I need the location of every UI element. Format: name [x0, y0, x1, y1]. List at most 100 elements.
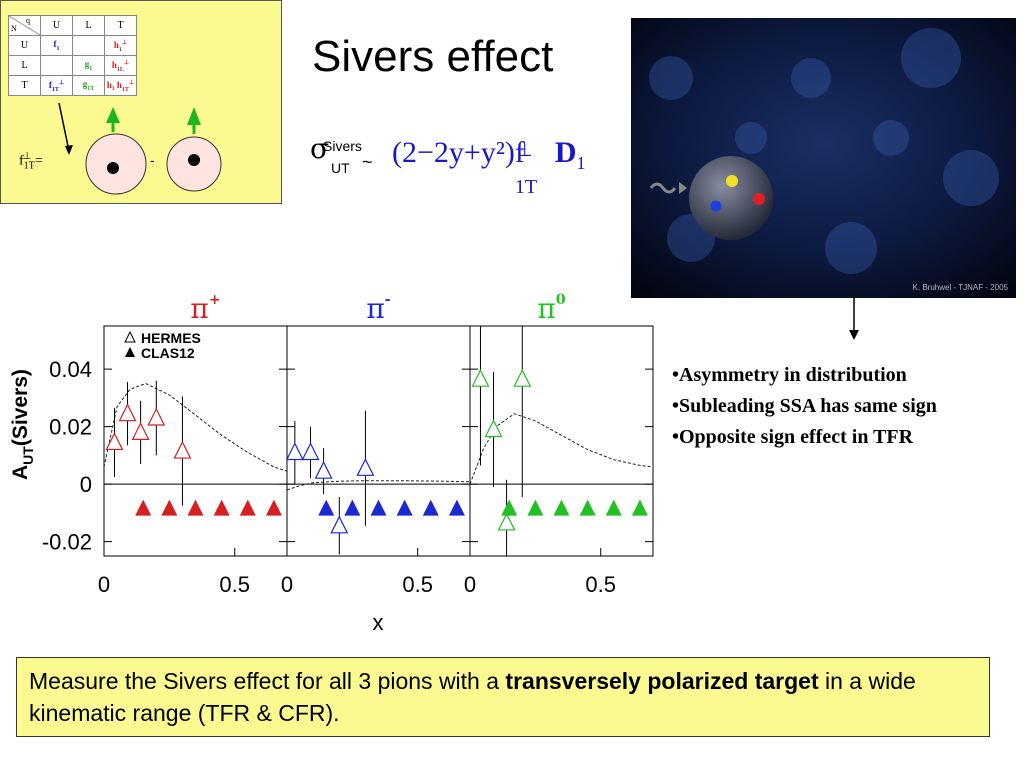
cell-text: g: [82, 79, 88, 90]
bullet-item: •Opposite sign effect in TFR: [672, 426, 914, 448]
note-text: Measure the Sivers effect for all 3 pion…: [29, 668, 506, 694]
cell-text: h: [111, 59, 117, 70]
cell-text: g: [84, 59, 90, 70]
d-symbol: D: [554, 136, 577, 169]
quark-dot-right: [188, 154, 200, 166]
quark-yellow: [726, 175, 738, 187]
legend-open-triangle: [124, 330, 136, 343]
hermes-point: [497, 512, 516, 531]
panel-frame: [103, 325, 288, 557]
clas12-point: [553, 499, 570, 516]
clas12-point: [605, 499, 622, 516]
hermes-point: [147, 407, 166, 426]
sivers-formula: σ: [310, 132, 329, 165]
spin-arrowhead-right: [187, 107, 201, 125]
d-subscript: 1: [576, 153, 586, 173]
formula-subscript: UT: [331, 160, 350, 176]
hermes-point: [105, 432, 124, 451]
cell-sub: 1L: [116, 66, 124, 73]
panel-title: π-: [366, 292, 390, 325]
tilde-symbol: ~: [362, 152, 373, 172]
photo-credit: K. Bruhwel - TJNAF - 2005: [912, 283, 1008, 292]
x-tick-label: 0.5: [402, 572, 433, 597]
chart-panel: 0 0.5 π0: [464, 292, 654, 597]
f-superscript: ⊥: [516, 140, 533, 160]
panel-title: π0: [537, 292, 565, 325]
hermes-point: [356, 457, 375, 476]
f1t-sub: 1T: [23, 160, 35, 172]
hermes-point: [484, 419, 503, 438]
clas12-point: [213, 499, 230, 516]
clas12-point: [265, 499, 282, 516]
clas12-point: [187, 499, 204, 516]
col-header-t: T: [104, 15, 137, 36]
clas12-point: [344, 499, 361, 516]
y-tick-label: 0: [80, 472, 92, 497]
f-subscript: 1T: [514, 176, 538, 198]
hermes-point: [330, 515, 349, 534]
hermes-point: [471, 368, 490, 387]
clas12-point: [135, 499, 152, 516]
clas12-point: [501, 499, 518, 516]
x-tick-label: 0.5: [585, 572, 616, 597]
pointer-arrowhead: [65, 145, 73, 155]
nucleon-illustration: K. Bruhwel - TJNAF - 2005: [631, 18, 1016, 298]
model-curve: [469, 413, 654, 485]
clas12-point: [422, 499, 439, 516]
hermes-point: [118, 403, 137, 422]
hermes-point: [314, 460, 333, 479]
cell-sup: ⊥: [128, 79, 135, 86]
corner-diagonal: [9, 16, 40, 35]
summary-note: Measure the Sivers effect for all 3 pion…: [16, 657, 990, 737]
cell-sub: 1: [89, 65, 93, 72]
arrow-head: [849, 330, 859, 340]
f1t-sup: ⊥: [22, 151, 32, 162]
cell-sub: 1: [118, 46, 122, 53]
formula-superscript: Sivers: [323, 138, 362, 154]
x-tick-label: 0: [98, 572, 110, 597]
tmd-table: N q U L T U f1 h1⊥ L g1 h1L⊥ T f1T⊥ g1T …: [8, 15, 137, 96]
clas12-point: [396, 499, 413, 516]
hermes-point: [285, 442, 304, 461]
legend-label: HERMES: [141, 330, 201, 346]
y-tick-label: 0.02: [49, 415, 92, 440]
clas12-point: [370, 499, 387, 516]
hermes-point: [173, 440, 192, 459]
clas12-point: [631, 499, 648, 516]
sigma-symbol: σ: [310, 132, 330, 165]
clas12-point: [161, 499, 178, 516]
hermes-point: [301, 442, 320, 461]
clas12-point: [318, 499, 335, 516]
f1t-equation: f1T⊥ =: [19, 151, 43, 171]
cell-text: h₁ h: [106, 79, 122, 90]
note-text-end: in a wide kinematic range (TFR & CFR).: [29, 668, 916, 726]
cell-sup: ⊥: [123, 59, 130, 66]
cell-text: f: [48, 79, 52, 90]
x-tick-label: 0: [281, 572, 293, 597]
corner-n: N: [11, 24, 17, 33]
photo-texture: [649, 28, 999, 274]
cell-text: f: [53, 39, 57, 50]
photo-to-bullets-arrow: [849, 298, 859, 340]
bullet-list: •Asymmetry in distribution •Subleading S…: [672, 360, 937, 453]
tmd-inset: N q U L T U f1 h1⊥ L g1 h1L⊥ T f1T⊥ g1T …: [0, 0, 282, 204]
nucleon-diagram: -: [58, 102, 222, 195]
page-title: Sivers effect: [312, 32, 554, 81]
photo-background: [631, 18, 1016, 298]
y-tick-label: 0.04: [49, 357, 92, 382]
x-tick-label: 0: [464, 572, 476, 597]
model-curve: [103, 382, 288, 472]
clas12-point: [239, 499, 256, 516]
expression-text: (2−2y+y²)f: [392, 136, 525, 169]
table-row: U f1 h1⊥: [8, 35, 137, 56]
panel-frame: [469, 325, 654, 557]
legend-label: CLAS12: [141, 345, 195, 361]
pointer-line: [58, 102, 70, 152]
formula-expression: (2−2y+y²)f ⊥ 1T D1: [392, 136, 586, 198]
chart-panel: 0 0.5 π-: [281, 292, 471, 597]
legend-filled-triangle: [125, 347, 135, 357]
wavy-arrow: [649, 182, 677, 194]
cell-sub: 1: [56, 45, 60, 52]
minus-sign: -: [150, 152, 155, 168]
